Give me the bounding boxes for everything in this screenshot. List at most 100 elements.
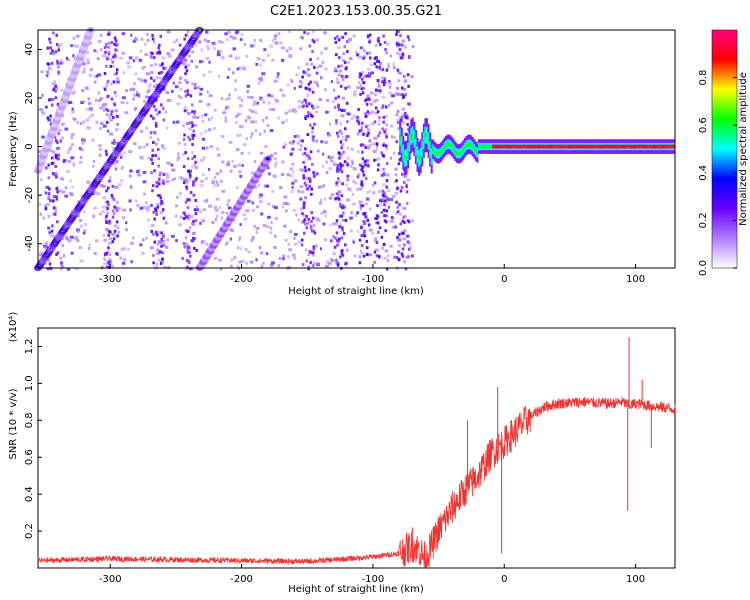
spectrogram-noise-cell [238,170,242,174]
spectrogram-noise-cell [291,185,294,189]
spectrogram-streak-cell [406,35,410,39]
spectrogram-streak-cell [400,172,404,176]
spectrogram-noise-cell [104,228,109,232]
spectrogram-noise-cell [279,41,283,45]
spectrogram-streak-cell [361,121,364,125]
spectrogram-streak-cell [150,158,153,162]
spectrogram-streak-cell [337,105,340,109]
spectrogram-noise-cell [258,200,263,204]
spectrogram-noise-cell [305,177,309,181]
spectrogram-noise-cell [412,44,415,48]
spectrogram-noise-cell [263,129,267,133]
spectrogram-streak-cell [380,173,384,177]
spectrogram-band-core [536,144,539,149]
spectrogram-noise-cell [134,56,139,60]
spectrogram-noise-cell [259,38,263,42]
spectrogram-noise-cell [134,38,139,42]
spectrogram-noise-cell [396,51,400,55]
spectrogram-noise-cell [102,105,106,109]
spectrogram-noise-cell [81,70,86,74]
spectrogram-band-core [563,144,566,149]
spectrogram-band-core [566,144,569,149]
spectrogram-streak-cell [193,208,197,212]
spectrogram-noise-cell [321,164,325,168]
x-tick-label: -100 [362,574,385,585]
spectrogram-streak-cell [366,218,370,222]
spectrogram-streak-cell [375,241,379,245]
spectrogram-streak-cell [385,267,389,271]
spectrogram-noise-cell [66,169,70,173]
spectrogram-streak-cell [103,87,107,91]
spectrogram-noise-cell [147,95,151,99]
spectrogram-noise-cell [407,242,412,246]
spectrogram-noise-cell [162,146,167,150]
spectrogram-noise-cell [51,81,55,85]
spectrogram-noise-cell [199,158,204,162]
spectrogram-noise-cell [401,107,405,111]
spectrogram-noise-cell [382,81,387,85]
spectrogram-noise-cell [47,193,51,197]
spectrogram-noise-cell [154,121,158,125]
spectrogram-noise-cell [186,217,191,221]
spectrogram-streak-cell [153,131,157,135]
spectrogram-noise-cell [324,67,328,71]
spectrogram-noise-cell [92,215,96,219]
spectrogram-streak-cell [382,154,385,158]
spectrogram-noise-cell [143,145,146,149]
spectrogram-band-core [618,144,621,149]
spectrogram-noise-cell [235,114,238,118]
spectrogram-noise-cell [240,32,244,36]
spectrogram-streak-cell [364,215,367,219]
spectrogram-noise-cell [354,181,358,185]
spectrogram-streak-cell [336,164,340,168]
spectrogram-noise-cell [102,124,107,128]
spectrogram-noise-cell [123,151,126,155]
spectrogram-noise-cell [141,66,145,70]
spectrogram-noise-cell [277,32,281,36]
spectrogram-streak-cell [341,35,345,39]
spectrogram-streak-cell [55,33,58,37]
spectrogram-noise-cell [385,123,388,127]
spectrogram-band-core [448,142,451,147]
spectrogram-streak-cell [193,86,197,90]
spectrogram-streak-cell [358,129,362,133]
spectrogram-streak-cell [333,105,337,109]
spectrogram-noise-cell [369,102,373,106]
spectrogram-band-core [465,143,468,148]
spectrogram-noise-cell [170,48,175,52]
spectrogram-streak-cell [305,259,308,263]
spectrogram-noise-cell [315,139,319,143]
spectrogram-streak-cell [401,53,405,57]
spectrogram-band-core [509,144,512,149]
spectrogram-noise-cell [144,53,149,57]
spectrogram-noise-cell [82,100,86,104]
spectrogram-noise-cell [386,188,391,192]
spectrogram-noise-cell [274,206,278,210]
spectrogram-streak-cell [310,187,314,191]
spectrogram-streak-cell [193,111,196,115]
spectrogram-noise-cell [377,84,381,88]
spectrogram-streak-cell [385,185,388,189]
spectrogram-noise-cell [360,125,363,129]
spectrogram-streak-cell [49,122,53,126]
spectrogram-band-core [575,144,578,149]
spectrogram-noise-cell [201,120,205,124]
spectrogram-noise-cell [92,164,95,168]
spectrogram-noise-cell [322,222,326,226]
spectrogram-streak-cell [106,207,109,211]
spectrogram-noise-cell [95,120,99,124]
spectrogram-noise-cell [220,97,224,101]
spectrogram-streak-cell [160,237,163,241]
spectrogram-noise-cell [176,195,179,199]
spectrogram-noise-cell [179,176,183,180]
spectrogram-noise-cell [142,180,147,184]
spectrogram-streak-cell [363,220,366,224]
spectrogram-noise-cell [326,260,329,264]
spectrogram-noise-cell [230,258,235,262]
spectrogram-noise-cell [72,54,75,58]
spectrogram-noise-cell [128,174,132,178]
spectrogram-band-core [600,144,603,149]
spectrogram-noise-cell [107,260,112,264]
spectrogram-streak-cell [334,96,337,100]
